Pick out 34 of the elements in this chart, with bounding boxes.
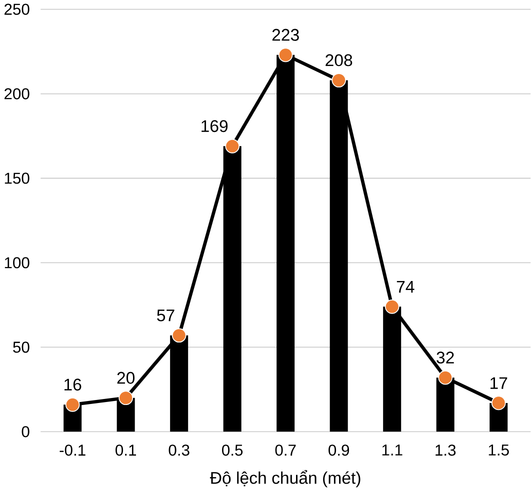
point (384, 299, 400, 314)
data-label: 17 (490, 377, 508, 389)
data-label: 16 (64, 378, 82, 391)
x-tick-label: 0.1 (116, 444, 136, 456)
y-tick-label: 100 (4, 257, 30, 268)
data-label: 32 (436, 352, 454, 364)
x-axis-title: Độ lệch chuẩn (mét) (210, 470, 360, 488)
y-tick-label: 250 (4, 4, 30, 15)
point (438, 370, 453, 385)
point (225, 138, 240, 154)
x-tick-label: 0.9 (328, 444, 350, 456)
x-tick-label: 1.1 (382, 444, 402, 456)
point (172, 328, 186, 343)
x-tick-label: 1.5 (488, 444, 509, 456)
x-tick-label: -0.1 (60, 444, 86, 456)
data-label: 57 (157, 310, 174, 322)
x-tick-label: 1.3 (436, 444, 456, 456)
data-label: 169 (202, 120, 228, 132)
y-tick-label: 200 (4, 88, 30, 100)
point (118, 390, 134, 406)
y-tick-label: 150 (4, 172, 30, 184)
x-tick-label: 0.5 (222, 444, 243, 456)
data-label: 74 (396, 281, 414, 293)
point (65, 397, 80, 412)
data-label: 223 (272, 28, 299, 41)
data-label: 20 (117, 372, 135, 384)
x-tick-label: 0.3 (168, 444, 190, 456)
point (332, 73, 346, 88)
point (491, 396, 506, 410)
x-tick-label: 0.7 (275, 444, 296, 456)
data-label: 208 (326, 54, 352, 66)
y-tick-label: 0 (22, 426, 30, 438)
y-tick-label: 50 (13, 342, 30, 353)
point (278, 48, 293, 62)
